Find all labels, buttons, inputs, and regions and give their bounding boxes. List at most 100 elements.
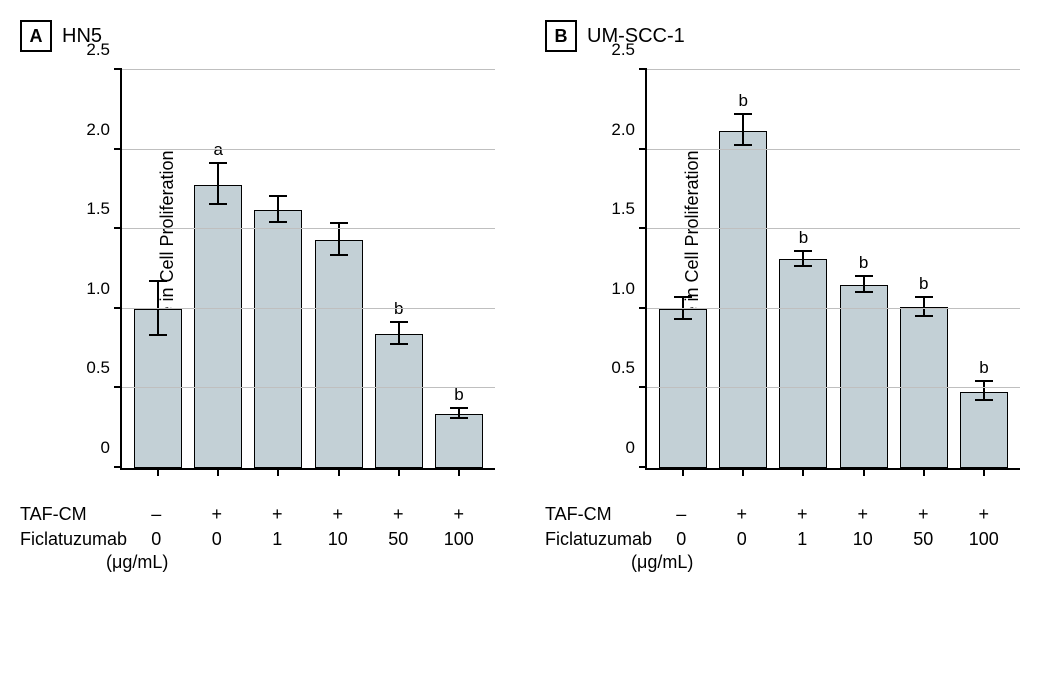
y-tick-label: 1.5 bbox=[611, 199, 647, 219]
significance-label: b bbox=[979, 358, 988, 378]
bar bbox=[315, 240, 363, 468]
y-tick-label: 0.5 bbox=[86, 358, 122, 378]
panel-b-chart: Fold Change in Cell Proliferation bbbbb … bbox=[615, 60, 1020, 500]
bar-slot bbox=[128, 70, 188, 468]
x-row-label: TAF-CM bbox=[545, 504, 645, 525]
panel-a-letter: A bbox=[20, 20, 52, 52]
x-value: 10 bbox=[833, 529, 894, 550]
bar-slot: b bbox=[369, 70, 429, 468]
bar bbox=[779, 259, 827, 468]
significance-label: b bbox=[919, 274, 928, 294]
x-value: + bbox=[308, 504, 369, 525]
error-cap bbox=[209, 162, 227, 164]
x-value: 100 bbox=[954, 529, 1015, 550]
significance-label: b bbox=[394, 299, 403, 319]
y-tick bbox=[639, 148, 647, 150]
x-row-values: 0011050100 bbox=[120, 529, 495, 550]
grid-line bbox=[122, 228, 495, 229]
x-row: TAF-CM–+++++ bbox=[90, 504, 495, 525]
y-tick-label: 1.0 bbox=[611, 279, 647, 299]
y-tick-label: 0 bbox=[626, 438, 647, 458]
x-value: 10 bbox=[308, 529, 369, 550]
x-value: – bbox=[126, 504, 187, 525]
x-tick bbox=[682, 468, 684, 476]
x-row: Ficlatuzumab0011050100 bbox=[615, 529, 1020, 550]
error-cap bbox=[734, 113, 752, 115]
error-bar bbox=[398, 323, 400, 345]
grid-line bbox=[647, 149, 1020, 150]
figure-container: A HN5 Fold Change in Cell Proliferation … bbox=[20, 20, 1030, 573]
error-cap bbox=[794, 265, 812, 267]
error-cap bbox=[674, 296, 692, 298]
y-tick bbox=[114, 307, 122, 309]
x-value: 0 bbox=[651, 529, 712, 550]
x-value: + bbox=[429, 504, 490, 525]
bar bbox=[375, 334, 423, 468]
x-row-label: Ficlatuzumab bbox=[545, 529, 645, 550]
x-value: 1 bbox=[772, 529, 833, 550]
bar-slot: b bbox=[834, 70, 894, 468]
bar bbox=[254, 210, 302, 468]
bar-slot: a bbox=[188, 70, 248, 468]
error-cap bbox=[915, 315, 933, 317]
y-tick-label: 2.0 bbox=[86, 120, 122, 140]
x-value: + bbox=[187, 504, 248, 525]
y-tick-label: 1.5 bbox=[86, 199, 122, 219]
error-cap bbox=[209, 203, 227, 205]
error-cap bbox=[975, 399, 993, 401]
error-cap bbox=[975, 380, 993, 382]
error-cap bbox=[330, 254, 348, 256]
bar bbox=[659, 309, 707, 468]
panel-b: B UM-SCC-1 Fold Change in Cell Prolifera… bbox=[545, 20, 1030, 573]
x-value: + bbox=[247, 504, 308, 525]
error-cap bbox=[734, 144, 752, 146]
y-tick-label: 1.0 bbox=[86, 279, 122, 299]
bar-slot bbox=[248, 70, 308, 468]
y-tick-label: 0.5 bbox=[611, 358, 647, 378]
y-tick bbox=[114, 466, 122, 468]
bar-slot: b bbox=[954, 70, 1014, 468]
x-value: 0 bbox=[712, 529, 773, 550]
x-row: Ficlatuzumab0011050100 bbox=[90, 529, 495, 550]
x-tick bbox=[458, 468, 460, 476]
y-tick bbox=[639, 227, 647, 229]
grid-line bbox=[647, 69, 1020, 70]
error-cap bbox=[450, 417, 468, 419]
x-tick bbox=[863, 468, 865, 476]
bar bbox=[194, 185, 242, 468]
error-cap bbox=[855, 291, 873, 293]
y-tick bbox=[639, 307, 647, 309]
x-row-values: –+++++ bbox=[120, 504, 495, 525]
grid-line bbox=[122, 69, 495, 70]
bar bbox=[840, 285, 888, 468]
significance-label: b bbox=[799, 228, 808, 248]
panel-a-chart: Fold Change in Cell Proliferation abb 00… bbox=[90, 60, 495, 500]
x-row-values: 0011050100 bbox=[645, 529, 1020, 550]
grid-line bbox=[647, 228, 1020, 229]
panel-b-xlabels: TAF-CM–+++++Ficlatuzumab0011050100(μg/mL… bbox=[615, 504, 1020, 573]
bar-slot: b bbox=[773, 70, 833, 468]
panel-a-bars: abb bbox=[122, 70, 495, 468]
grid-line bbox=[122, 149, 495, 150]
y-tick bbox=[114, 386, 122, 388]
error-cap bbox=[269, 195, 287, 197]
error-cap bbox=[855, 275, 873, 277]
error-cap bbox=[915, 296, 933, 298]
x-row-label: Ficlatuzumab bbox=[20, 529, 120, 550]
x-tick bbox=[277, 468, 279, 476]
error-cap bbox=[269, 221, 287, 223]
x-tick bbox=[398, 468, 400, 476]
bar-slot bbox=[653, 70, 713, 468]
x-value: 1 bbox=[247, 529, 308, 550]
x-value: 50 bbox=[893, 529, 954, 550]
y-tick bbox=[639, 68, 647, 70]
unit-label: (μg/mL) bbox=[631, 552, 1020, 573]
panel-b-plot: bbbbb 00.51.01.52.02.5 bbox=[645, 70, 1020, 470]
grid-line bbox=[647, 387, 1020, 388]
error-cap bbox=[149, 334, 167, 336]
bar-slot: b bbox=[713, 70, 773, 468]
y-tick-label: 2.0 bbox=[611, 120, 647, 140]
error-bar bbox=[682, 298, 684, 320]
x-row-label: TAF-CM bbox=[20, 504, 120, 525]
error-bar bbox=[277, 197, 279, 222]
